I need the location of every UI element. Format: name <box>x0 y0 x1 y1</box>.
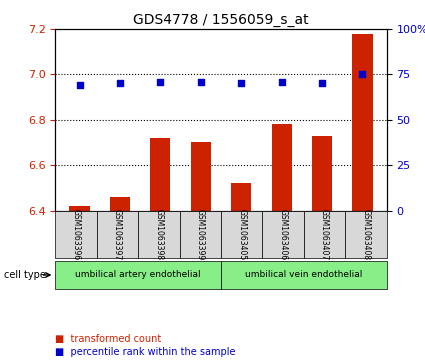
Bar <box>69 206 90 211</box>
Text: ■  percentile rank within the sample: ■ percentile rank within the sample <box>55 347 236 357</box>
Point <box>76 82 83 88</box>
Point <box>116 81 123 86</box>
Bar <box>231 183 251 211</box>
Bar <box>312 136 332 211</box>
Point <box>157 79 164 85</box>
Bar <box>150 138 170 211</box>
Bar <box>191 143 211 211</box>
Bar <box>110 197 130 211</box>
Point <box>278 79 285 85</box>
Text: GSM1063399: GSM1063399 <box>196 208 205 260</box>
Bar <box>272 124 292 211</box>
Text: GSM1063405: GSM1063405 <box>237 208 246 260</box>
Text: cell type: cell type <box>4 270 46 280</box>
Point <box>319 81 326 86</box>
Text: umbilical artery endothelial: umbilical artery endothelial <box>75 270 201 280</box>
Text: GSM1063406: GSM1063406 <box>279 208 288 260</box>
Point <box>359 72 366 77</box>
Text: umbilical vein endothelial: umbilical vein endothelial <box>245 270 363 280</box>
Text: GSM1063408: GSM1063408 <box>362 209 371 260</box>
Text: GSM1063398: GSM1063398 <box>154 209 163 260</box>
Text: GSM1063396: GSM1063396 <box>71 208 80 260</box>
Point <box>238 81 245 86</box>
Title: GDS4778 / 1556059_s_at: GDS4778 / 1556059_s_at <box>133 13 309 26</box>
Text: GSM1063397: GSM1063397 <box>113 208 122 260</box>
Text: GSM1063407: GSM1063407 <box>320 208 329 260</box>
Bar <box>352 34 373 211</box>
Point <box>197 79 204 85</box>
Text: ■  transformed count: ■ transformed count <box>55 334 162 344</box>
